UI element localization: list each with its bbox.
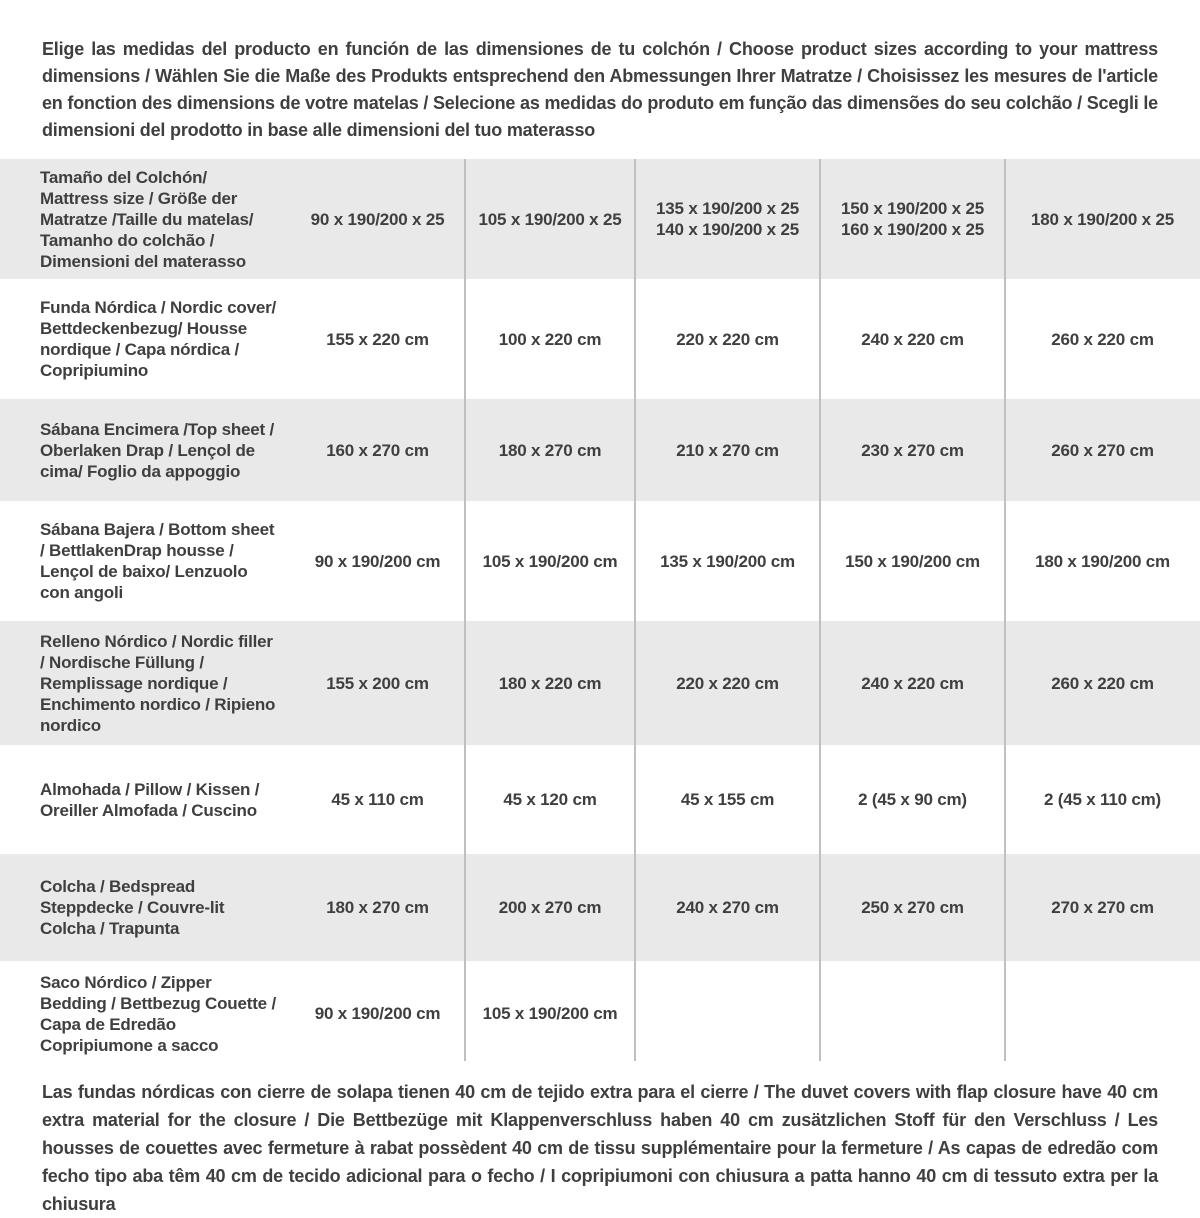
table-row-pillow: Almohada / Pillow / Kissen / Oreiller Al… [0,750,1200,849]
size-cell: 45 x 120 cm [503,790,597,809]
column-divider [819,159,821,1061]
size-cell: 2 (45 x 90 cm) [858,790,967,809]
size-table: Tamaño del Colchón/ Mattress size / Größ… [0,159,1200,1061]
size-cell: 100 x 220 cm [498,329,602,349]
size-cell: 45 x 155 cm [680,790,775,809]
header-label-mattress-size: Tamaño del Colchón/ Mattress size / Größ… [40,167,254,271]
size-cell: 135 x 190/200 cm [660,551,795,571]
header-size-col-4: 150 x 190/200 x 25 160 x 190/200 x 25 [841,199,984,239]
size-cell: 220 x 220 cm [676,673,779,693]
size-cell: 240 x 270 cm [676,898,779,917]
size-cell: 230 x 270 cm [861,440,964,460]
table-row-bottom-sheet: Sábana Bajera / Bottom sheet / Bettlaken… [0,506,1200,616]
table-row-bedspread: Colcha / Bedspread Steppdecke / Couvre-l… [0,854,1200,961]
size-cell: 240 x 220 cm [861,673,964,693]
header-size-col-1: 90 x 190/200 x 25 [310,209,445,229]
size-cell [1005,966,1200,1061]
table-row-zipper-bedding: Saco Nórdico / Zipper Bedding / Bettbezu… [0,966,1200,1061]
size-cell: 260 x 220 cm [1051,329,1154,349]
header-size-col-5: 180 x 190/200 x 25 [1031,209,1174,229]
size-cell: 155 x 200 cm [326,673,429,693]
table-row-top-sheet: Sábana Encimera /Top sheet / Oberlaken D… [0,399,1200,501]
size-cell: 160 x 270 cm [326,440,429,460]
size-cell: 210 x 270 cm [676,440,779,460]
header-size-col-3: 135 x 190/200 x 25 140 x 190/200 x 25 [656,199,799,239]
size-cell: 180 x 220 cm [498,673,602,693]
table-row-nordic-filler: Relleno Nórdico / Nordic filler / Nordis… [0,621,1200,745]
size-cell: 2 (45 x 110 cm) [1043,790,1162,809]
intro-text: Elige las medidas del producto en funció… [42,39,1158,140]
column-divider [1004,159,1006,1061]
row-label: Funda Nórdica / Nordic cover/ Bettdecken… [40,298,277,380]
size-cell: 180 x 190/200 cm [1035,551,1170,571]
size-cell: 270 x 270 cm [1051,898,1154,917]
size-cell: 220 x 220 cm [676,329,779,349]
size-cell: 180 x 270 cm [326,898,429,917]
row-label: Relleno Nórdico / Nordic filler / Nordis… [40,631,276,735]
size-cell: 105 x 190/200 cm [482,1004,618,1023]
column-divider [634,159,636,1061]
row-label: Saco Nórdico / Zipper Bedding / Bettbezu… [40,972,276,1055]
size-cell: 90 x 190/200 cm [314,551,441,571]
size-cell: 260 x 270 cm [1051,440,1154,460]
column-divider [464,159,466,1061]
row-label: Colcha / Bedspread Steppdecke / Couvre-l… [40,877,225,938]
size-cell [635,966,820,1061]
size-cell: 150 x 190/200 cm [845,551,980,571]
size-cell: 180 x 270 cm [498,440,602,460]
size-cell: 90 x 190/200 cm [314,1004,441,1023]
size-cell: 250 x 270 cm [861,898,964,917]
size-cell [820,966,1005,1061]
row-label: Sábana Bajera / Bottom sheet / Bettlaken… [40,520,275,602]
table-row-nordic-cover: Funda Nórdica / Nordic cover/ Bettdecken… [0,284,1200,394]
row-label: Almohada / Pillow / Kissen / Oreiller Al… [40,779,260,820]
size-cell: 240 x 220 cm [861,329,964,349]
row-label: Sábana Encimera /Top sheet / Oberlaken D… [40,419,275,481]
size-cell: 200 x 270 cm [498,898,602,917]
size-cell: 260 x 220 cm [1051,673,1154,693]
table-header-row: Tamaño del Colchón/ Mattress size / Größ… [0,159,1200,279]
size-cell: 155 x 220 cm [326,329,429,349]
size-cell: 105 x 190/200 cm [482,551,618,571]
header-size-col-2: 105 x 190/200 x 25 [478,209,622,229]
footnote-text: Las fundas nórdicas con cierre de solapa… [42,1082,1158,1214]
size-cell: 45 x 110 cm [331,790,424,809]
